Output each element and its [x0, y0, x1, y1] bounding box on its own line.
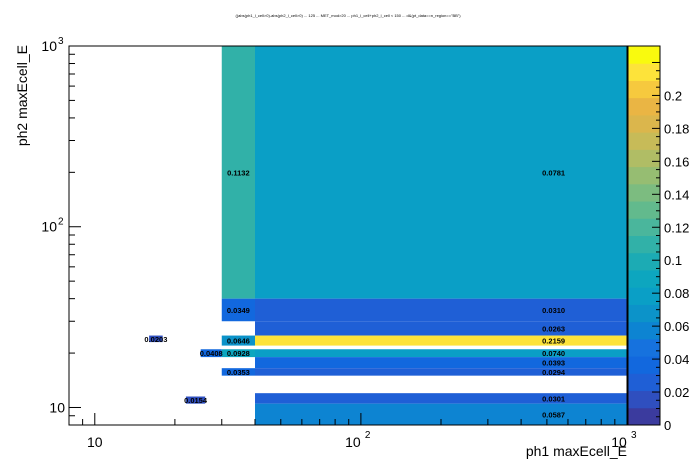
colorbar-band: [628, 321, 660, 340]
colorbar-band: [628, 201, 660, 219]
heatmap-cell: [221, 349, 255, 358]
colorbar-band: [628, 287, 660, 305]
colorbar-band: [628, 356, 660, 374]
heatmap-cell: [255, 335, 627, 346]
x-tick-label: 10: [611, 434, 627, 450]
heatmap-cell: [255, 357, 627, 369]
cell-value-label: 0.0301: [542, 394, 565, 403]
heatmap-cells: [149, 46, 627, 425]
heatmap-cell: [255, 321, 627, 336]
colorbar-tick-label: 0.08: [664, 286, 689, 301]
colorbar-band: [628, 63, 660, 81]
colorbar-tick-label: 0.14: [664, 187, 689, 202]
colorbar-tick-label: 0.16: [664, 154, 689, 169]
x-tick-label: 10: [345, 434, 361, 450]
colorbar-band: [628, 166, 660, 185]
x-tick-label: 10: [87, 434, 103, 450]
x-axis-title: ph1 maxEcell_E: [526, 443, 627, 459]
colorbar-band: [628, 218, 660, 236]
heatmap-cell: [200, 349, 222, 358]
y-tick-label: 10: [41, 219, 57, 235]
cell-value-label: 0.0294: [542, 368, 566, 377]
heatmap-cell: [149, 335, 163, 343]
colorbar-band: [628, 46, 660, 64]
colorbar-band: [628, 235, 660, 254]
cell-labels: 0.0203 0.0154 0.0408 0.1132 0.0781 0.0349 0.03…: [144, 168, 565, 419]
heatmap-cell: [255, 368, 627, 376]
colorbar-band: [628, 80, 660, 99]
cell-value-label: 0.0740: [542, 349, 565, 358]
colorbar-band: [628, 304, 660, 323]
colorbar-band: [628, 132, 660, 150]
colorbar-band: [628, 269, 660, 288]
chart-title: ((abs(ph1_l_cell>0)-abs(ph2_l_cell>0) ..…: [235, 13, 461, 18]
y-axis-title: ph2 maxEcell_E: [14, 45, 30, 146]
colorbar-band: [628, 114, 660, 133]
cell-value-label: 0.0928: [227, 349, 250, 358]
colorbar-band: [628, 252, 660, 271]
cell-value-label: 0.0408: [200, 349, 223, 358]
heatmap-cell: [221, 335, 255, 346]
colorbar-band: [628, 183, 660, 202]
heatmap-cell: [255, 393, 627, 404]
x-axis: 10 10 2 10 3: [68, 413, 637, 450]
heatmap-cell: [255, 403, 627, 425]
cell-value-label: 0.0349: [227, 306, 250, 315]
colorbar-tick-label: 0.06: [664, 319, 689, 334]
x-tick-exponent: 3: [631, 430, 637, 441]
heatmap-cell: [221, 298, 255, 322]
cell-value-label: 0.0310: [542, 306, 565, 315]
cell-value-label: 0.0203: [144, 335, 167, 344]
colorbar-band: [628, 407, 660, 426]
colorbar-band: [628, 338, 660, 357]
x-tick-exponent: 2: [365, 430, 371, 441]
colorbar-band: [628, 97, 660, 116]
colorbar-tick-label: 0.2: [664, 88, 682, 103]
heatmap-cell: [255, 46, 627, 299]
colorbar: 0 0.02 0.04 0.06 0.08 0.1 0.12 0.14 0.16 0.18 0.2: [627, 45, 689, 433]
cell-value-label: 0.0587: [542, 410, 565, 419]
heatmap-cell: [255, 349, 627, 358]
colorbar-tick-label: 0.02: [664, 385, 689, 400]
colorbar-tick-label: 0.1: [664, 253, 682, 268]
colorbar-tick-label: 0: [664, 418, 671, 433]
cell-value-label: 0.2159: [542, 337, 565, 346]
colorbar-tick-label: 0.12: [664, 220, 689, 235]
colorbar-tick-label: 0.18: [664, 121, 689, 136]
y-tick-label: 10: [41, 38, 57, 54]
heatmap-cell: [255, 298, 627, 322]
cell-value-label: 0.1132: [227, 168, 250, 177]
cell-value-label: 0.0263: [542, 324, 565, 333]
colorbar-band: [628, 373, 660, 392]
cell-value-label: 0.0353: [227, 368, 250, 377]
heatmap-cell: [221, 46, 255, 299]
cell-value-label: 0.0393: [542, 359, 565, 368]
y-tick-exponent: 3: [58, 36, 64, 47]
heatmap-cell: [185, 396, 206, 404]
colorbar-band: [628, 149, 660, 168]
cell-value-label: 0.0781: [542, 168, 565, 177]
colorbar-tick-label: 0.04: [664, 352, 689, 367]
cell-value-label: 0.0646: [227, 337, 250, 346]
cell-value-label: 0.0154: [184, 396, 208, 405]
heatmap-cell: [221, 368, 255, 376]
y-tick-exponent: 2: [58, 217, 64, 228]
colorbar-band: [628, 390, 660, 409]
y-tick-label: 10: [49, 399, 65, 415]
